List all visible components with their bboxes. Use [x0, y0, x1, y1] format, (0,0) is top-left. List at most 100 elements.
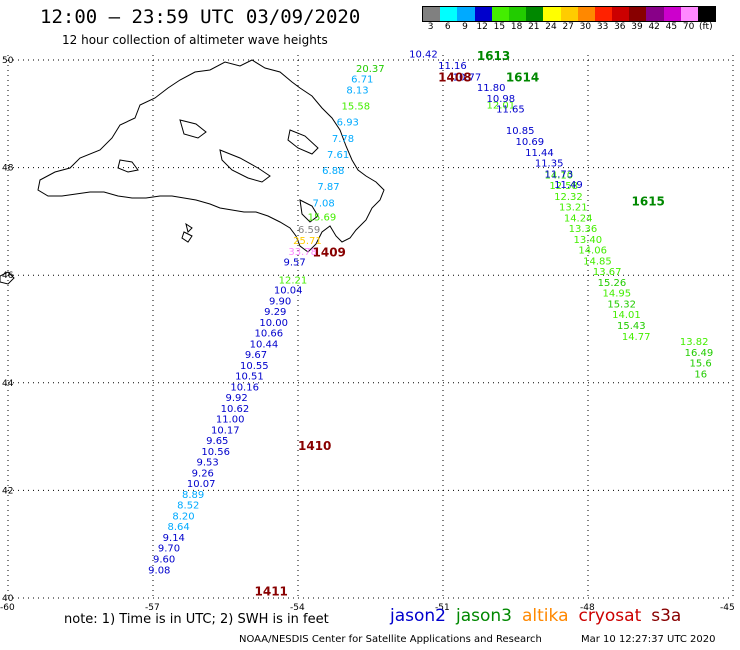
wave-height-label: 7.78 [332, 134, 354, 145]
legend-swatch [698, 7, 716, 21]
legend-swatch [543, 7, 561, 21]
wave-height-label: 11.16 [438, 61, 467, 72]
wave-height-label: 9.65 [206, 436, 228, 447]
wave-height-label: 25.71 [293, 236, 322, 247]
lon-tick-label: -48 [580, 603, 595, 613]
legend-swatch [680, 7, 698, 21]
wave-height-label: 11.65 [496, 105, 525, 116]
wave-height-label: 7.87 [317, 182, 339, 193]
satellite-legend-item: jason3 [456, 606, 512, 626]
wave-height-label: 7.08 [313, 198, 335, 209]
legend-label: 70 [682, 22, 695, 32]
timestamp: Mar 10 12:27:37 UTC 2020 [581, 634, 716, 645]
legend-swatch [491, 7, 509, 21]
legend-label: 6 [444, 22, 451, 32]
lat-tick-label: 44 [2, 379, 14, 389]
wave-height-label: 12.01 [487, 100, 516, 111]
pass-numbers: 1408 1409 1410 1411 1613 1614 1615 [255, 49, 665, 598]
wave-height-label: 9.14 [163, 533, 185, 544]
lon-tick-label: -57 [145, 603, 160, 613]
wave-height-label: 16 [694, 369, 707, 380]
satellite-legend: jason2 jason3 altika cryosat s3a [390, 606, 691, 626]
wave-height-label: 14.77 [622, 332, 651, 343]
footer-note: note: 1) Time is in UTC; 2) SWH is in fe… [64, 612, 329, 627]
wave-height-label: 14.24 [564, 213, 593, 224]
wave-height-label: 9.26 [192, 468, 214, 479]
pass-number-label: 1408 [438, 71, 471, 85]
wave-height-label: 14.85 [583, 256, 612, 267]
wave-height-label: 13.67 [593, 267, 622, 278]
wave-height-label: 11.49 [554, 180, 583, 191]
lon-tick-label: -45 [720, 603, 735, 613]
legend-label: 39 [631, 22, 643, 32]
wave-height-label: 8.89 [182, 490, 204, 501]
legend-label: 21 [528, 22, 540, 32]
wave-height-label: 15.32 [607, 299, 636, 310]
wave-height-label: 12.58 [549, 181, 578, 192]
legend-label: 18 [510, 22, 523, 32]
legend-swatch [526, 7, 544, 21]
legend-label: 45 [665, 22, 678, 32]
legend-label: 27 [562, 22, 574, 32]
legend-swatch [474, 7, 492, 21]
wave-height-label: 10.00 [259, 318, 288, 329]
wave-height-label: 14.10 [545, 170, 574, 181]
wave-height-label: 13.82 [680, 337, 709, 348]
legend-swatch [646, 7, 664, 21]
pass-number-label: 1615 [632, 194, 665, 208]
wave-height-label: 9.57 [284, 258, 306, 269]
legend-swatch [612, 7, 630, 21]
wave-height-label: 15.43 [617, 321, 646, 332]
wave-height-points: 20.376.718.13 15.58 6.93 7.78 7.61 6.88 7.87 7.… [148, 49, 713, 576]
legend-swatch [663, 7, 681, 21]
wave-height-label: 10.51 [235, 372, 264, 383]
wave-height-label: 9.29 [264, 307, 286, 318]
pass-number-label: 1613 [477, 49, 510, 63]
legend-label: 15 [493, 22, 506, 32]
wave-height-label: 9.70 [158, 544, 180, 555]
wave-height-label: 10.56 [201, 447, 230, 458]
wave-height-label: 13.21 [559, 203, 588, 214]
satellite-legend-item: altika [522, 606, 569, 626]
map-title: 12:00 — 23:59 UTC 03/09/2020 [40, 6, 361, 28]
wave-height-label: 10.98 [487, 94, 516, 105]
wave-height-label: 33.78 [288, 247, 317, 258]
wave-height-label: 8.64 [168, 522, 190, 533]
lat-tick-label: 46 [2, 271, 14, 281]
wave-height-label: 13.40 [574, 235, 603, 246]
wave-height-label: 10.77 [453, 72, 482, 83]
legend-label: 30 [579, 22, 592, 32]
legend-swatch [629, 7, 647, 21]
satellite-legend-item: s3a [651, 606, 682, 626]
lon-tick-label: -60 [0, 603, 15, 613]
map-subtitle: 12 hour collection of altimeter wave hei… [62, 33, 328, 47]
wave-height-label: 10.66 [255, 329, 284, 340]
wave-height-label: 10.04 [274, 285, 303, 296]
legend-swatch [508, 7, 527, 21]
wave-height-label: 15.26 [598, 278, 627, 289]
legend-label: 9 [462, 22, 468, 32]
lon-tick-label: -54 [290, 603, 305, 613]
lon-tick-label: -51 [435, 603, 450, 613]
wave-height-label: 12.32 [554, 192, 583, 203]
legend-swatch [423, 7, 441, 21]
wave-height-label: 10.17 [211, 425, 240, 436]
wave-height-label: 11.35 [535, 159, 564, 170]
pass-number-label: 1411 [255, 584, 288, 598]
wave-height-label: 10.44 [250, 339, 279, 350]
legend-label: 24 [545, 22, 557, 32]
wave-height-label: 14.95 [603, 289, 632, 300]
legend-swatch [457, 7, 475, 21]
wave-height-label: 12.21 [279, 275, 308, 286]
wave-height-label: 15.58 [342, 101, 371, 112]
pass-number-label: 1409 [313, 245, 346, 259]
wave-height-label: 11.73 [545, 169, 574, 180]
legend-swatch [594, 7, 613, 21]
wave-height-label: 15.69 [308, 212, 337, 223]
satellite-legend-item: cryosat [578, 606, 642, 626]
wave-height-label: 6.88 [322, 166, 344, 177]
wave-height-label: 10.42 [409, 49, 438, 60]
credit-text: NOAA/NESDIS Center for Satellite Applica… [239, 634, 542, 645]
wave-height-label: 11.80 [477, 83, 506, 94]
